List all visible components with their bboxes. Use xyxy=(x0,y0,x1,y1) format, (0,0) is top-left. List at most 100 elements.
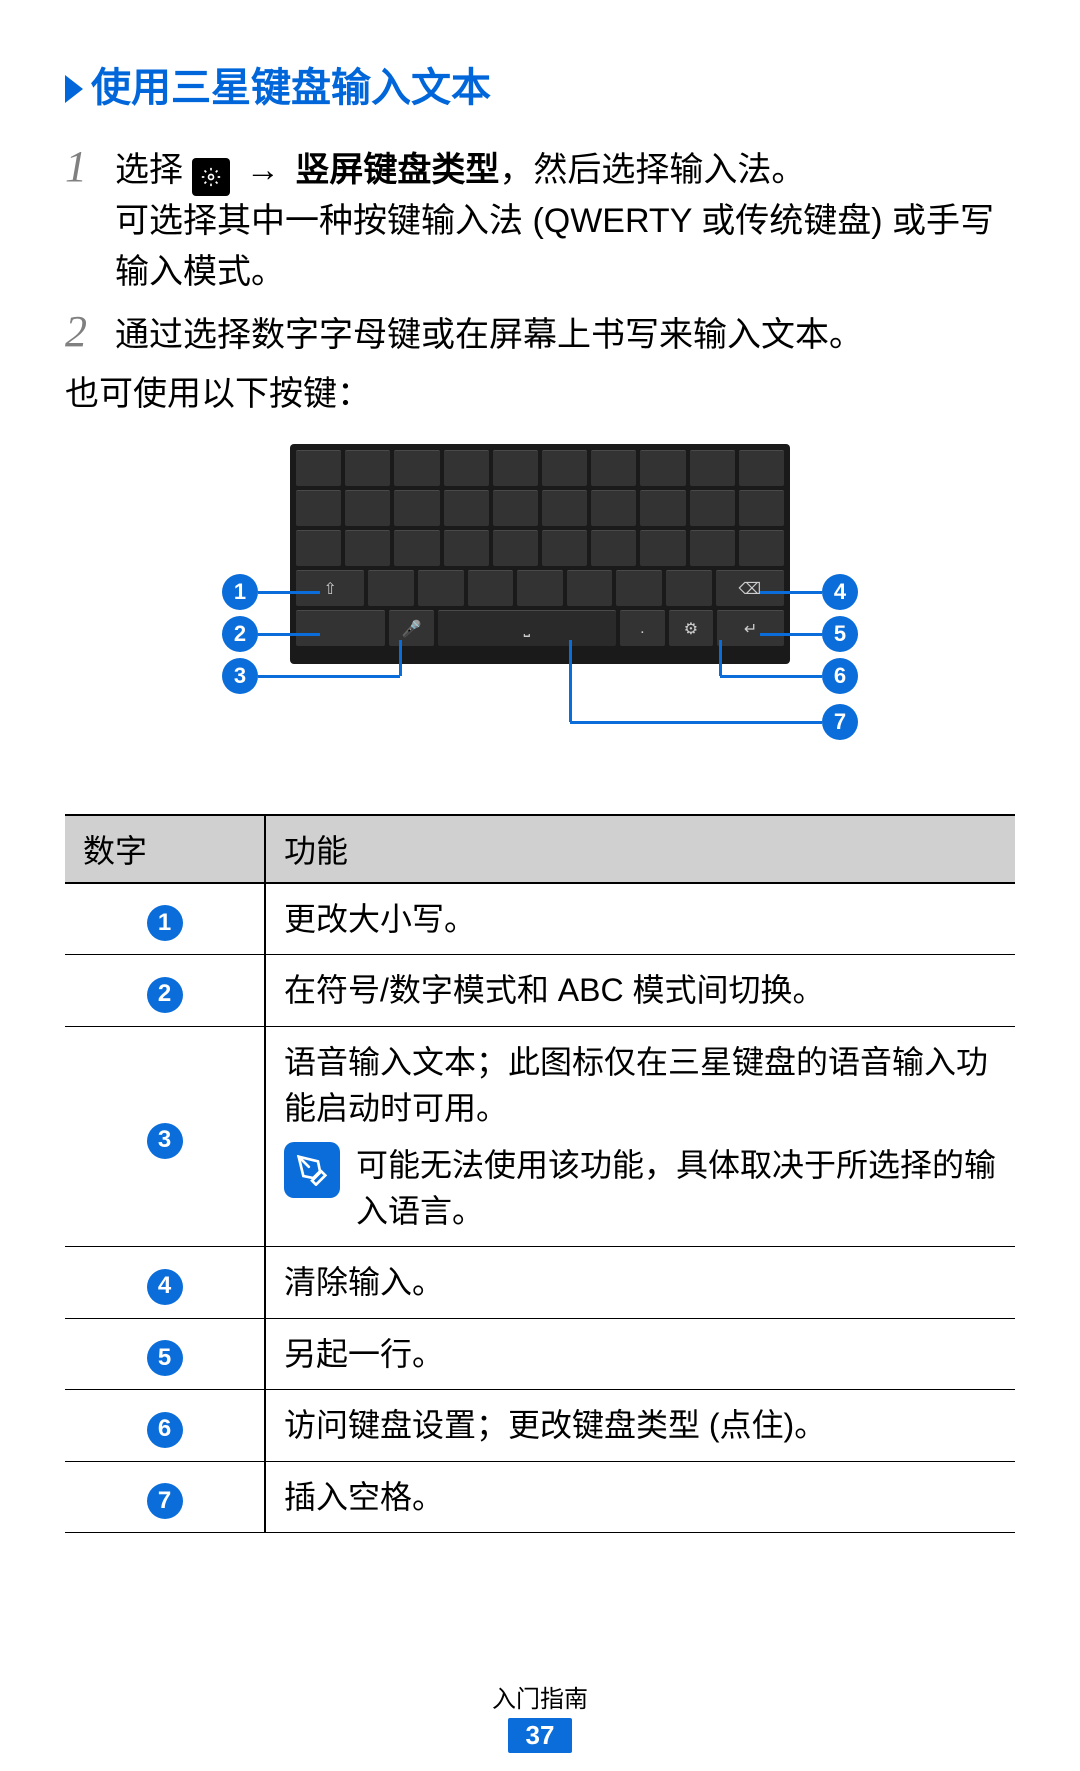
footer-section: 入门指南 xyxy=(0,1679,1080,1714)
step-body: 选择 → 竖屏键盘类型，然后选择输入法。 可选择其中一种按键输入法 (QWERT… xyxy=(115,141,1015,298)
step-body: 通过选择数字字母键或在屏幕上书写来输入文本。 xyxy=(115,306,863,361)
header-function: 功能 xyxy=(265,815,1015,883)
page-footer: 入门指南 37 xyxy=(0,1679,1080,1753)
callout-marker-3: 3 xyxy=(222,658,258,694)
step-2: 2 通过选择数字字母键或在屏幕上书写来输入文本。 xyxy=(65,306,1015,361)
callout-line xyxy=(258,633,320,636)
keyboard-key xyxy=(296,490,341,526)
callout-marker-5: 5 xyxy=(822,616,858,652)
keyboard-key xyxy=(591,450,636,486)
step-number: 1 xyxy=(65,141,115,298)
keyboard-key xyxy=(394,530,439,566)
row-number-cell: 6 xyxy=(65,1390,265,1461)
keyboard-key xyxy=(296,450,341,486)
period-key: . xyxy=(620,610,665,646)
row-number-cell: 3 xyxy=(65,1026,265,1247)
keyboard-key xyxy=(542,490,587,526)
sym-key xyxy=(296,610,385,646)
row-number-cell: 7 xyxy=(65,1461,265,1532)
table-row: 4 清除输入。 xyxy=(65,1247,1015,1318)
row-number-cell: 5 xyxy=(65,1318,265,1389)
step-number: 2 xyxy=(65,306,115,361)
callout-line xyxy=(719,640,722,676)
callout-line xyxy=(720,675,822,678)
callout-line xyxy=(569,640,572,722)
keyboard-key xyxy=(542,530,587,566)
keyboard-key xyxy=(690,490,735,526)
keyboard-key xyxy=(345,530,390,566)
callout-marker-2: 2 xyxy=(222,616,258,652)
shift-key: ⇧ xyxy=(296,570,364,606)
table-row: 2 在符号/数字模式和 ABC 模式间切换。 xyxy=(65,955,1015,1026)
keyboard-key xyxy=(394,450,439,486)
number-badge: 3 xyxy=(147,1123,183,1159)
function-table: 数字 功能 1 更改大小写。 2 在符号/数字模式和 ABC 模式间切换。 3 语音输入文… xyxy=(65,814,1015,1533)
keyboard-row-4: ⇧ ⌫ xyxy=(296,570,784,606)
row-number-cell: 4 xyxy=(65,1247,265,1318)
keyboard-key xyxy=(493,530,538,566)
mic-key: 🎤 xyxy=(389,610,434,646)
keyboard-key xyxy=(444,450,489,486)
callout-line xyxy=(760,633,822,636)
number-badge: 1 xyxy=(147,905,183,941)
keyboard-key xyxy=(591,490,636,526)
row-function-cell: 访问键盘设置；更改键盘类型 (点住)。 xyxy=(265,1390,1015,1461)
keyboard-key xyxy=(493,490,538,526)
note-box: 可能无法使用该功能，具体取决于所选择的输入语言。 xyxy=(284,1142,997,1235)
table-header-row: 数字 功能 xyxy=(65,815,1015,883)
number-badge: 7 xyxy=(147,1483,183,1519)
row-function-cell: 另起一行。 xyxy=(265,1318,1015,1389)
keyboard-key xyxy=(640,490,685,526)
keyboard-row-5: 🎤 ⎵ . ⚙ ↵ xyxy=(296,610,784,646)
section-title: 使用三星键盘输入文本 xyxy=(65,55,1015,113)
row-function-cell: 在符号/数字模式和 ABC 模式间切换。 xyxy=(265,955,1015,1026)
keyboard-key xyxy=(690,450,735,486)
row-function-cell: 更改大小写。 xyxy=(265,883,1015,955)
space-key: ⎵ xyxy=(438,610,616,646)
chevron-icon xyxy=(65,75,83,103)
backspace-key: ⌫ xyxy=(716,570,784,606)
note-text: 可能无法使用该功能，具体取决于所选择的输入语言。 xyxy=(356,1142,997,1235)
row-number-cell: 2 xyxy=(65,955,265,1026)
keyboard-key xyxy=(394,490,439,526)
callout-marker-6: 6 xyxy=(822,658,858,694)
keyboard-image: ⇧ ⌫ 🎤 ⎵ . ⚙ ↵ xyxy=(290,444,790,664)
callout-marker-7: 7 xyxy=(822,704,858,740)
keyboard-key xyxy=(542,450,587,486)
keyboard-key xyxy=(739,450,784,486)
callout-line xyxy=(258,675,400,678)
gear-key: ⚙ xyxy=(669,610,714,646)
keyboard-key xyxy=(739,530,784,566)
keyboard-key xyxy=(739,490,784,526)
number-badge: 4 xyxy=(147,1269,183,1305)
number-badge: 2 xyxy=(147,977,183,1013)
table-row: 3 语音输入文本；此图标仅在三星键盘的语音输入功能启动时可用。可能无法使用该功能，… xyxy=(65,1026,1015,1247)
callout-line xyxy=(760,591,822,594)
gear-icon xyxy=(192,158,230,196)
row-function-cell: 插入空格。 xyxy=(265,1461,1015,1532)
row-number-cell: 1 xyxy=(65,883,265,955)
header-number: 数字 xyxy=(65,815,265,883)
keyboard-key xyxy=(493,450,538,486)
table-row: 1 更改大小写。 xyxy=(65,883,1015,955)
note-text: 也可使用以下按键： xyxy=(65,369,1015,420)
note-icon xyxy=(284,1142,340,1198)
enter-key: ↵ xyxy=(717,610,784,646)
number-badge: 6 xyxy=(147,1412,183,1448)
keyboard-key xyxy=(640,450,685,486)
callout-line xyxy=(399,640,402,676)
keyboard-key xyxy=(345,490,390,526)
callout-marker-1: 1 xyxy=(222,574,258,610)
callout-marker-4: 4 xyxy=(822,574,858,610)
number-badge: 5 xyxy=(147,1340,183,1376)
table-row: 5 另起一行。 xyxy=(65,1318,1015,1389)
row-function-cell: 语音输入文本；此图标仅在三星键盘的语音输入功能启动时可用。可能无法使用该功能，具… xyxy=(265,1026,1015,1247)
keyboard-key xyxy=(690,530,735,566)
table-row: 7 插入空格。 xyxy=(65,1461,1015,1532)
keyboard-key xyxy=(444,530,489,566)
callout-line xyxy=(258,591,320,594)
row-function-cell: 清除输入。 xyxy=(265,1247,1015,1318)
page-number: 37 xyxy=(508,1718,573,1753)
keyboard-diagram: ⇧ ⌫ 🎤 ⎵ . ⚙ ↵ 1 2 3 4 5 6 7 xyxy=(200,444,880,764)
keyboard-key xyxy=(444,490,489,526)
